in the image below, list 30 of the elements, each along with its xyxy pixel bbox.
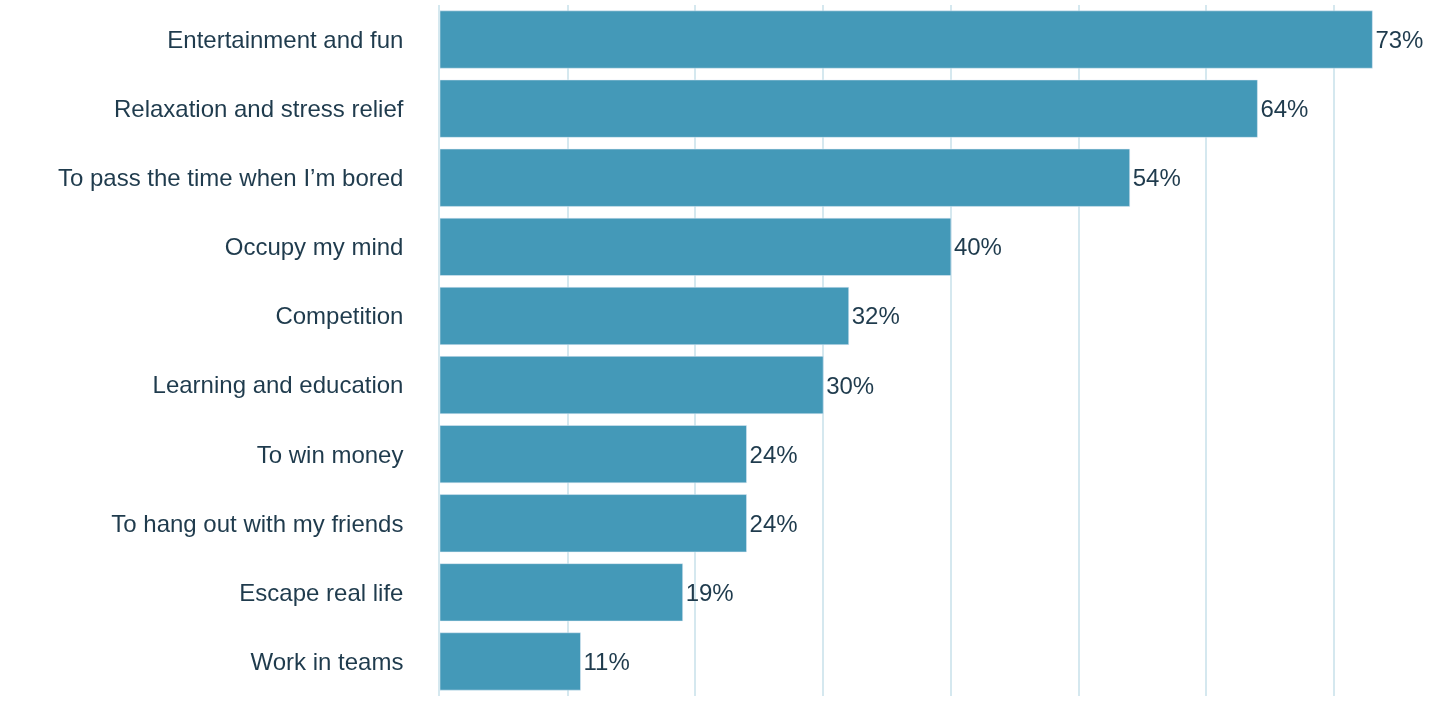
y-tick-label: Competition <box>275 302 404 330</box>
bar <box>440 356 824 414</box>
data-label: 32% <box>851 302 900 330</box>
data-label: 64% <box>1260 95 1309 123</box>
data-label: 54% <box>1132 164 1181 192</box>
bar <box>440 563 683 622</box>
bar <box>440 148 1130 207</box>
y-tick-label: To pass the time when I’m bored <box>57 164 404 192</box>
y-tick-label: Learning and education <box>152 371 404 399</box>
data-label: 24% <box>749 440 798 468</box>
y-tick-label: Work in teams <box>250 647 404 675</box>
y-tick-label: Relaxation and stress relief <box>113 95 404 123</box>
bar <box>440 79 1258 138</box>
y-tick-label: Escape real life <box>239 578 404 606</box>
data-label: 40% <box>953 233 1002 261</box>
bar <box>440 217 952 276</box>
data-label: 19% <box>685 578 734 606</box>
bar <box>440 632 581 691</box>
bar <box>440 10 1373 69</box>
y-tick-label: To hang out with my friends <box>111 509 404 537</box>
data-label: 73% <box>1375 26 1424 54</box>
bar <box>440 287 849 345</box>
y-tick-label: To win money <box>256 440 404 468</box>
data-label: 11% <box>583 647 630 675</box>
bar <box>440 425 747 484</box>
y-tick-label: Occupy my mind <box>224 233 404 261</box>
data-label: 30% <box>826 371 875 399</box>
y-tick-label: Entertainment and fun <box>167 25 404 53</box>
bar <box>440 494 747 553</box>
data-label: 24% <box>749 509 798 537</box>
